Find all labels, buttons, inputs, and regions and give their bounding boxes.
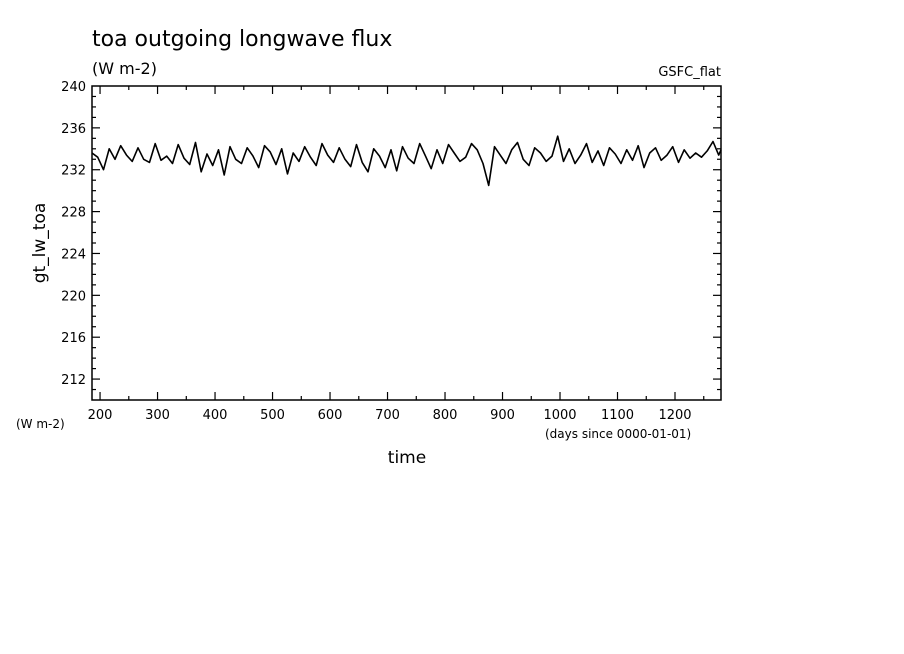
x-tick-label: 500 [260, 408, 285, 423]
y-tick-label: 240 [61, 80, 86, 95]
x-axis-label: time [388, 448, 426, 468]
chart-title: toa outgoing longwave flux [92, 27, 392, 52]
y-tick-label: 228 [61, 206, 86, 221]
y-axis-units: (W m-2) [16, 417, 65, 431]
y-tick-label: 212 [61, 373, 86, 388]
y-tick-label: 224 [61, 247, 86, 262]
x-tick-label: 600 [318, 408, 343, 423]
x-axis-units: (days since 0000-01-01) [545, 427, 691, 441]
x-axis-tick-labels: 200 300 400 500 600 700 800 900 1000 1100 1200 [88, 408, 692, 423]
x-tick-label: 300 [145, 408, 170, 423]
x-tick-label: 700 [375, 408, 400, 423]
x-tick-label: 900 [490, 408, 515, 423]
y-tick-label: 236 [61, 122, 86, 137]
y-axis-ticks-left [92, 95, 100, 391]
x-tick-label: 1100 [601, 408, 634, 423]
plot-frame [91, 85, 722, 401]
y-tick-label: 220 [61, 289, 86, 304]
y-axis-label: gt_lw_toa [30, 203, 50, 284]
y-tick-label: 232 [61, 164, 86, 179]
y-axis-ticks-right [713, 95, 721, 391]
y-tick-label: 216 [61, 331, 86, 346]
dataset-tag: GSFC_flat [658, 65, 721, 80]
x-axis-ticks-top [99, 86, 705, 94]
x-tick-label: 400 [203, 408, 228, 423]
chart-title-units: (W m-2) [92, 59, 157, 78]
x-tick-label: 1200 [658, 408, 691, 423]
series-line [91, 135, 722, 187]
x-axis-ticks-bottom [99, 392, 705, 400]
x-tick-label: 1000 [543, 408, 576, 423]
x-tick-label: 200 [88, 408, 113, 423]
y-axis-tick-labels: 212 216 220 224 228 232 236 240 [61, 80, 86, 388]
x-tick-label: 800 [433, 408, 458, 423]
